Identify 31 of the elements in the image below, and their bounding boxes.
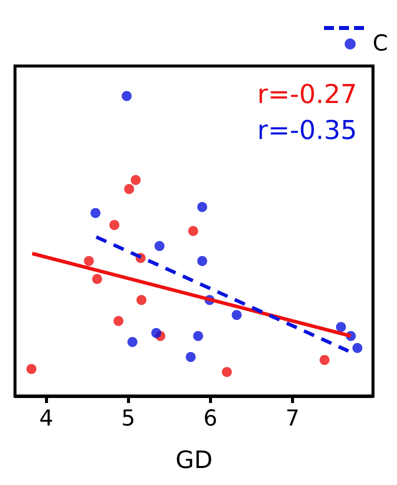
x-axis-title: GD: [175, 446, 213, 474]
point: [109, 220, 120, 230]
point: [352, 343, 362, 353]
x-tick-label: 7: [286, 406, 300, 432]
x-tick-label: 5: [121, 406, 136, 432]
point: [151, 328, 162, 338]
point: [92, 274, 102, 284]
point: [336, 322, 346, 332]
point: [197, 256, 208, 266]
point: [136, 295, 146, 305]
legend-label: C: [372, 32, 388, 56]
annotation: r=-0.27: [257, 80, 357, 110]
point: [222, 367, 232, 377]
point: [113, 316, 124, 326]
point: [130, 175, 141, 185]
x-tick-label: 6: [203, 406, 218, 432]
point: [193, 331, 204, 341]
point: [84, 256, 94, 266]
point: [320, 355, 330, 365]
point: [197, 202, 208, 212]
point: [188, 226, 198, 236]
point: [122, 91, 132, 101]
point: [127, 337, 138, 347]
annotation: r=-0.35: [257, 116, 357, 146]
point: [232, 310, 242, 320]
point: [124, 184, 134, 194]
point: [186, 352, 196, 362]
point: [90, 208, 100, 218]
point: [26, 364, 36, 374]
x-tick-label: 4: [39, 406, 54, 432]
point: [154, 241, 165, 251]
